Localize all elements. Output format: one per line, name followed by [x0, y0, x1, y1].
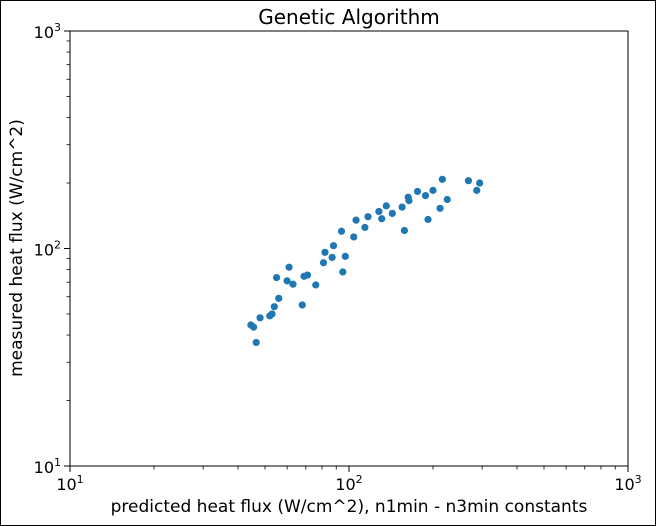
- data-point: [303, 271, 312, 279]
- data-point: [289, 280, 297, 288]
- data-point: [413, 187, 422, 196]
- data-point: [285, 263, 293, 271]
- data-point: [283, 277, 291, 285]
- data-point: [443, 195, 451, 204]
- data-point: [438, 175, 446, 183]
- data-point: [361, 223, 369, 232]
- data-point: [364, 213, 372, 221]
- data-point: [400, 226, 409, 235]
- y-axis: 101 102 103: [34, 21, 70, 477]
- y-tick-label: 103: [34, 21, 61, 42]
- plot-area: [69, 30, 629, 467]
- data-point: [312, 281, 320, 289]
- data-point: [398, 203, 406, 211]
- data-point: [270, 303, 278, 311]
- data-point: [352, 216, 360, 224]
- data-points: [247, 175, 484, 347]
- data-point: [341, 252, 349, 260]
- data-point: [275, 294, 283, 302]
- plot-border: [69, 30, 629, 467]
- data-point: [249, 323, 258, 331]
- y-tick-label: 101: [34, 456, 61, 477]
- data-point: [388, 209, 396, 218]
- data-point: [339, 268, 347, 276]
- data-point: [252, 338, 260, 347]
- y-tick-label: 102: [34, 239, 61, 260]
- x-tick-label: 102: [335, 473, 362, 494]
- data-point: [298, 301, 306, 309]
- data-point: [382, 202, 390, 210]
- data-point: [272, 273, 281, 282]
- data-point: [375, 207, 383, 216]
- data-point: [329, 242, 338, 250]
- data-point: [268, 310, 276, 318]
- data-point: [321, 248, 329, 256]
- x-axis: 101 102 103: [56, 466, 642, 494]
- data-point: [405, 197, 413, 205]
- x-tick-label: 103: [614, 473, 641, 494]
- x-axis-label: predicted heat flux (W/cm^2), n1min - n3…: [111, 497, 588, 517]
- data-point: [476, 179, 484, 187]
- data-point: [424, 215, 432, 224]
- data-point: [378, 215, 386, 223]
- data-point: [350, 233, 358, 241]
- data-point: [319, 259, 328, 267]
- data-point: [328, 253, 336, 262]
- data-point: [337, 227, 346, 235]
- chart-title: Genetic Algorithm: [258, 5, 439, 29]
- data-point: [436, 204, 444, 212]
- data-point: [429, 186, 437, 194]
- data-point: [421, 192, 430, 200]
- data-point: [464, 177, 473, 185]
- y-axis-label: measured heat flux (W/cm^2): [7, 119, 27, 377]
- data-point: [256, 314, 264, 322]
- data-point: [473, 186, 481, 194]
- x-tick-label: 101: [56, 473, 83, 494]
